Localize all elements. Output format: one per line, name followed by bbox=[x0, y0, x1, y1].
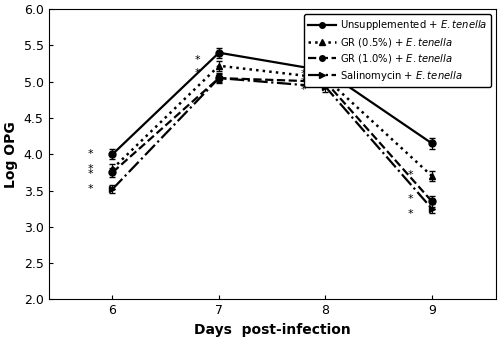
Text: *: * bbox=[194, 55, 200, 65]
Y-axis label: Log OPG: Log OPG bbox=[4, 121, 18, 188]
Legend: Unsupplemented + $\it{E. tenella}$, GR (0.5%) + $\it{E.tenella}$, GR (1.0%) + $\: Unsupplemented + $\it{E. tenella}$, GR (… bbox=[304, 14, 491, 87]
Text: *: * bbox=[88, 184, 94, 194]
Text: *: * bbox=[88, 164, 94, 174]
Text: *: * bbox=[407, 194, 413, 204]
Text: *: * bbox=[88, 169, 94, 179]
Text: *: * bbox=[300, 86, 306, 95]
Text: *: * bbox=[407, 169, 413, 180]
Text: *: * bbox=[407, 209, 413, 219]
Text: *: * bbox=[300, 70, 306, 79]
Text: *: * bbox=[88, 149, 94, 159]
X-axis label: Days  post-infection: Days post-infection bbox=[194, 323, 350, 337]
Text: *: * bbox=[300, 77, 306, 87]
Text: *: * bbox=[194, 68, 200, 78]
